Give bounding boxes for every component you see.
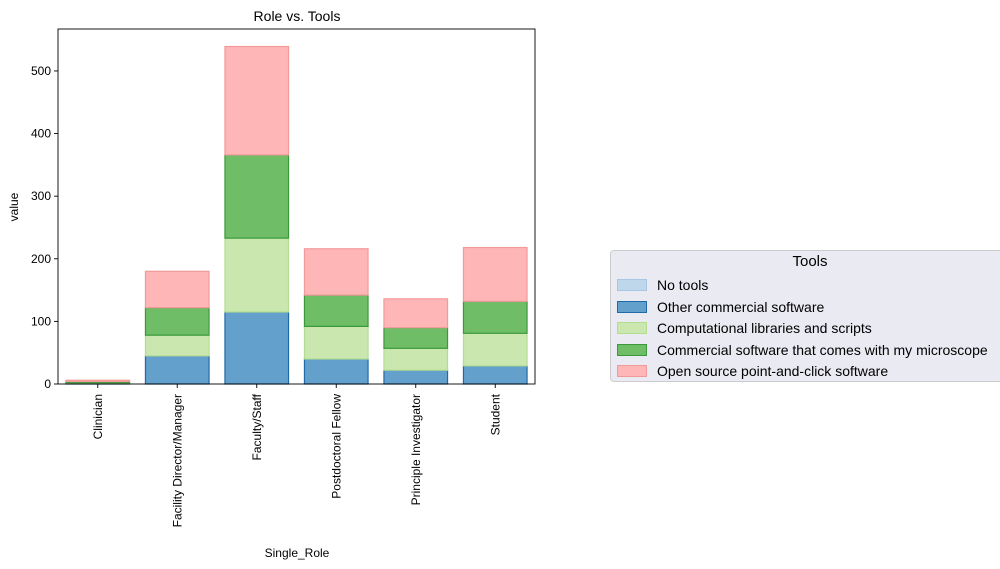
legend-label: Open source point-and-click software <box>657 363 889 379</box>
chart-title: Role vs. Tools <box>254 8 341 24</box>
bar-faculty-staff-computational-libraries-and-scripts <box>224 237 290 313</box>
bar-postdoctoral-fellow-open-source-point-and-click-software <box>303 248 369 296</box>
bars-group <box>65 45 528 385</box>
legend-swatch <box>617 322 647 334</box>
x-tick-label: Student <box>488 393 502 435</box>
x-axis-label: Single_Role <box>265 546 330 560</box>
bar-postdoctoral-fellow-computational-libraries-and-scripts <box>303 325 369 360</box>
bar-student-other-commercial-software <box>462 365 528 385</box>
bar-principle-investigator-commercial-software-that-comes-with-my-microscope <box>383 327 449 349</box>
bar-student-computational-libraries-and-scripts <box>462 332 528 367</box>
legend-title: Tools <box>792 253 828 270</box>
legend-swatch <box>617 365 647 377</box>
y-tick-label: 300 <box>31 189 51 203</box>
axes-group: 0 100 200 300 400 500 Clinician Facility Direct… <box>31 28 536 527</box>
y-tick-label: 0 <box>44 377 51 391</box>
plot-frame <box>57 28 536 385</box>
legend-item: Commercial software that comes with my m… <box>617 340 988 360</box>
y-tick-label: 500 <box>31 64 51 78</box>
y-tick-label: 200 <box>31 252 51 266</box>
bar-postdoctoral-fellow-commercial-software-that-comes-with-my-microscope <box>303 294 369 327</box>
x-tick-label: Faculty/Staff <box>250 393 264 460</box>
legend-item: No tools <box>617 275 708 295</box>
bar-faculty-staff-open-source-point-and-click-software <box>224 45 290 156</box>
bar-principle-investigator-open-source-point-and-click-software <box>383 298 449 329</box>
legend-label: Computational libraries and scripts <box>657 320 872 336</box>
bar-faculty-staff-commercial-software-that-comes-with-my-microscope <box>224 154 290 239</box>
bar-student-commercial-software-that-comes-with-my-microscope <box>462 300 528 334</box>
bar-facility-director-manager-open-source-point-and-click-software <box>144 270 210 309</box>
bar-postdoctoral-fellow-other-commercial-software <box>303 358 369 385</box>
bar-facility-director-manager-commercial-software-that-comes-with-my-microscope <box>144 307 210 336</box>
bar-principle-investigator-other-commercial-software <box>383 369 449 385</box>
y-tick-label: 400 <box>31 127 51 141</box>
y-tick-label: 100 <box>31 314 51 328</box>
bar-principle-investigator-computational-libraries-and-scripts <box>383 347 449 371</box>
x-tick-label: Principle Investigator <box>409 394 423 505</box>
bar-student-open-source-point-and-click-software <box>462 246 528 302</box>
legend: Tools No tools Other commercial software C… <box>610 250 1000 382</box>
bar-clinician-open-source-point-and-click-software <box>65 379 131 383</box>
legend-swatch <box>617 300 647 313</box>
legend-item: Open source point-and-click software <box>617 361 888 381</box>
bar-facility-director-manager-other-commercial-software <box>144 355 210 385</box>
legend-swatch <box>617 343 647 356</box>
x-tick-label: Clinician <box>91 394 105 439</box>
legend-item: Computational libraries and scripts <box>617 318 872 338</box>
legend-label: Other commercial software <box>657 298 825 315</box>
x-tick-label: Facility Director/Manager <box>170 394 184 527</box>
bar-facility-director-manager-computational-libraries-and-scripts <box>144 334 210 357</box>
x-tick-label: Postdoctoral Fellow <box>329 394 343 499</box>
bar-faculty-staff-other-commercial-software <box>224 311 290 385</box>
legend-item: Other commercial software <box>617 297 824 317</box>
y-axis-label: value <box>7 192 21 221</box>
legend-label: No tools <box>657 277 709 293</box>
legend-swatch <box>617 279 647 291</box>
legend-label: Commercial software that comes with my m… <box>657 341 988 358</box>
